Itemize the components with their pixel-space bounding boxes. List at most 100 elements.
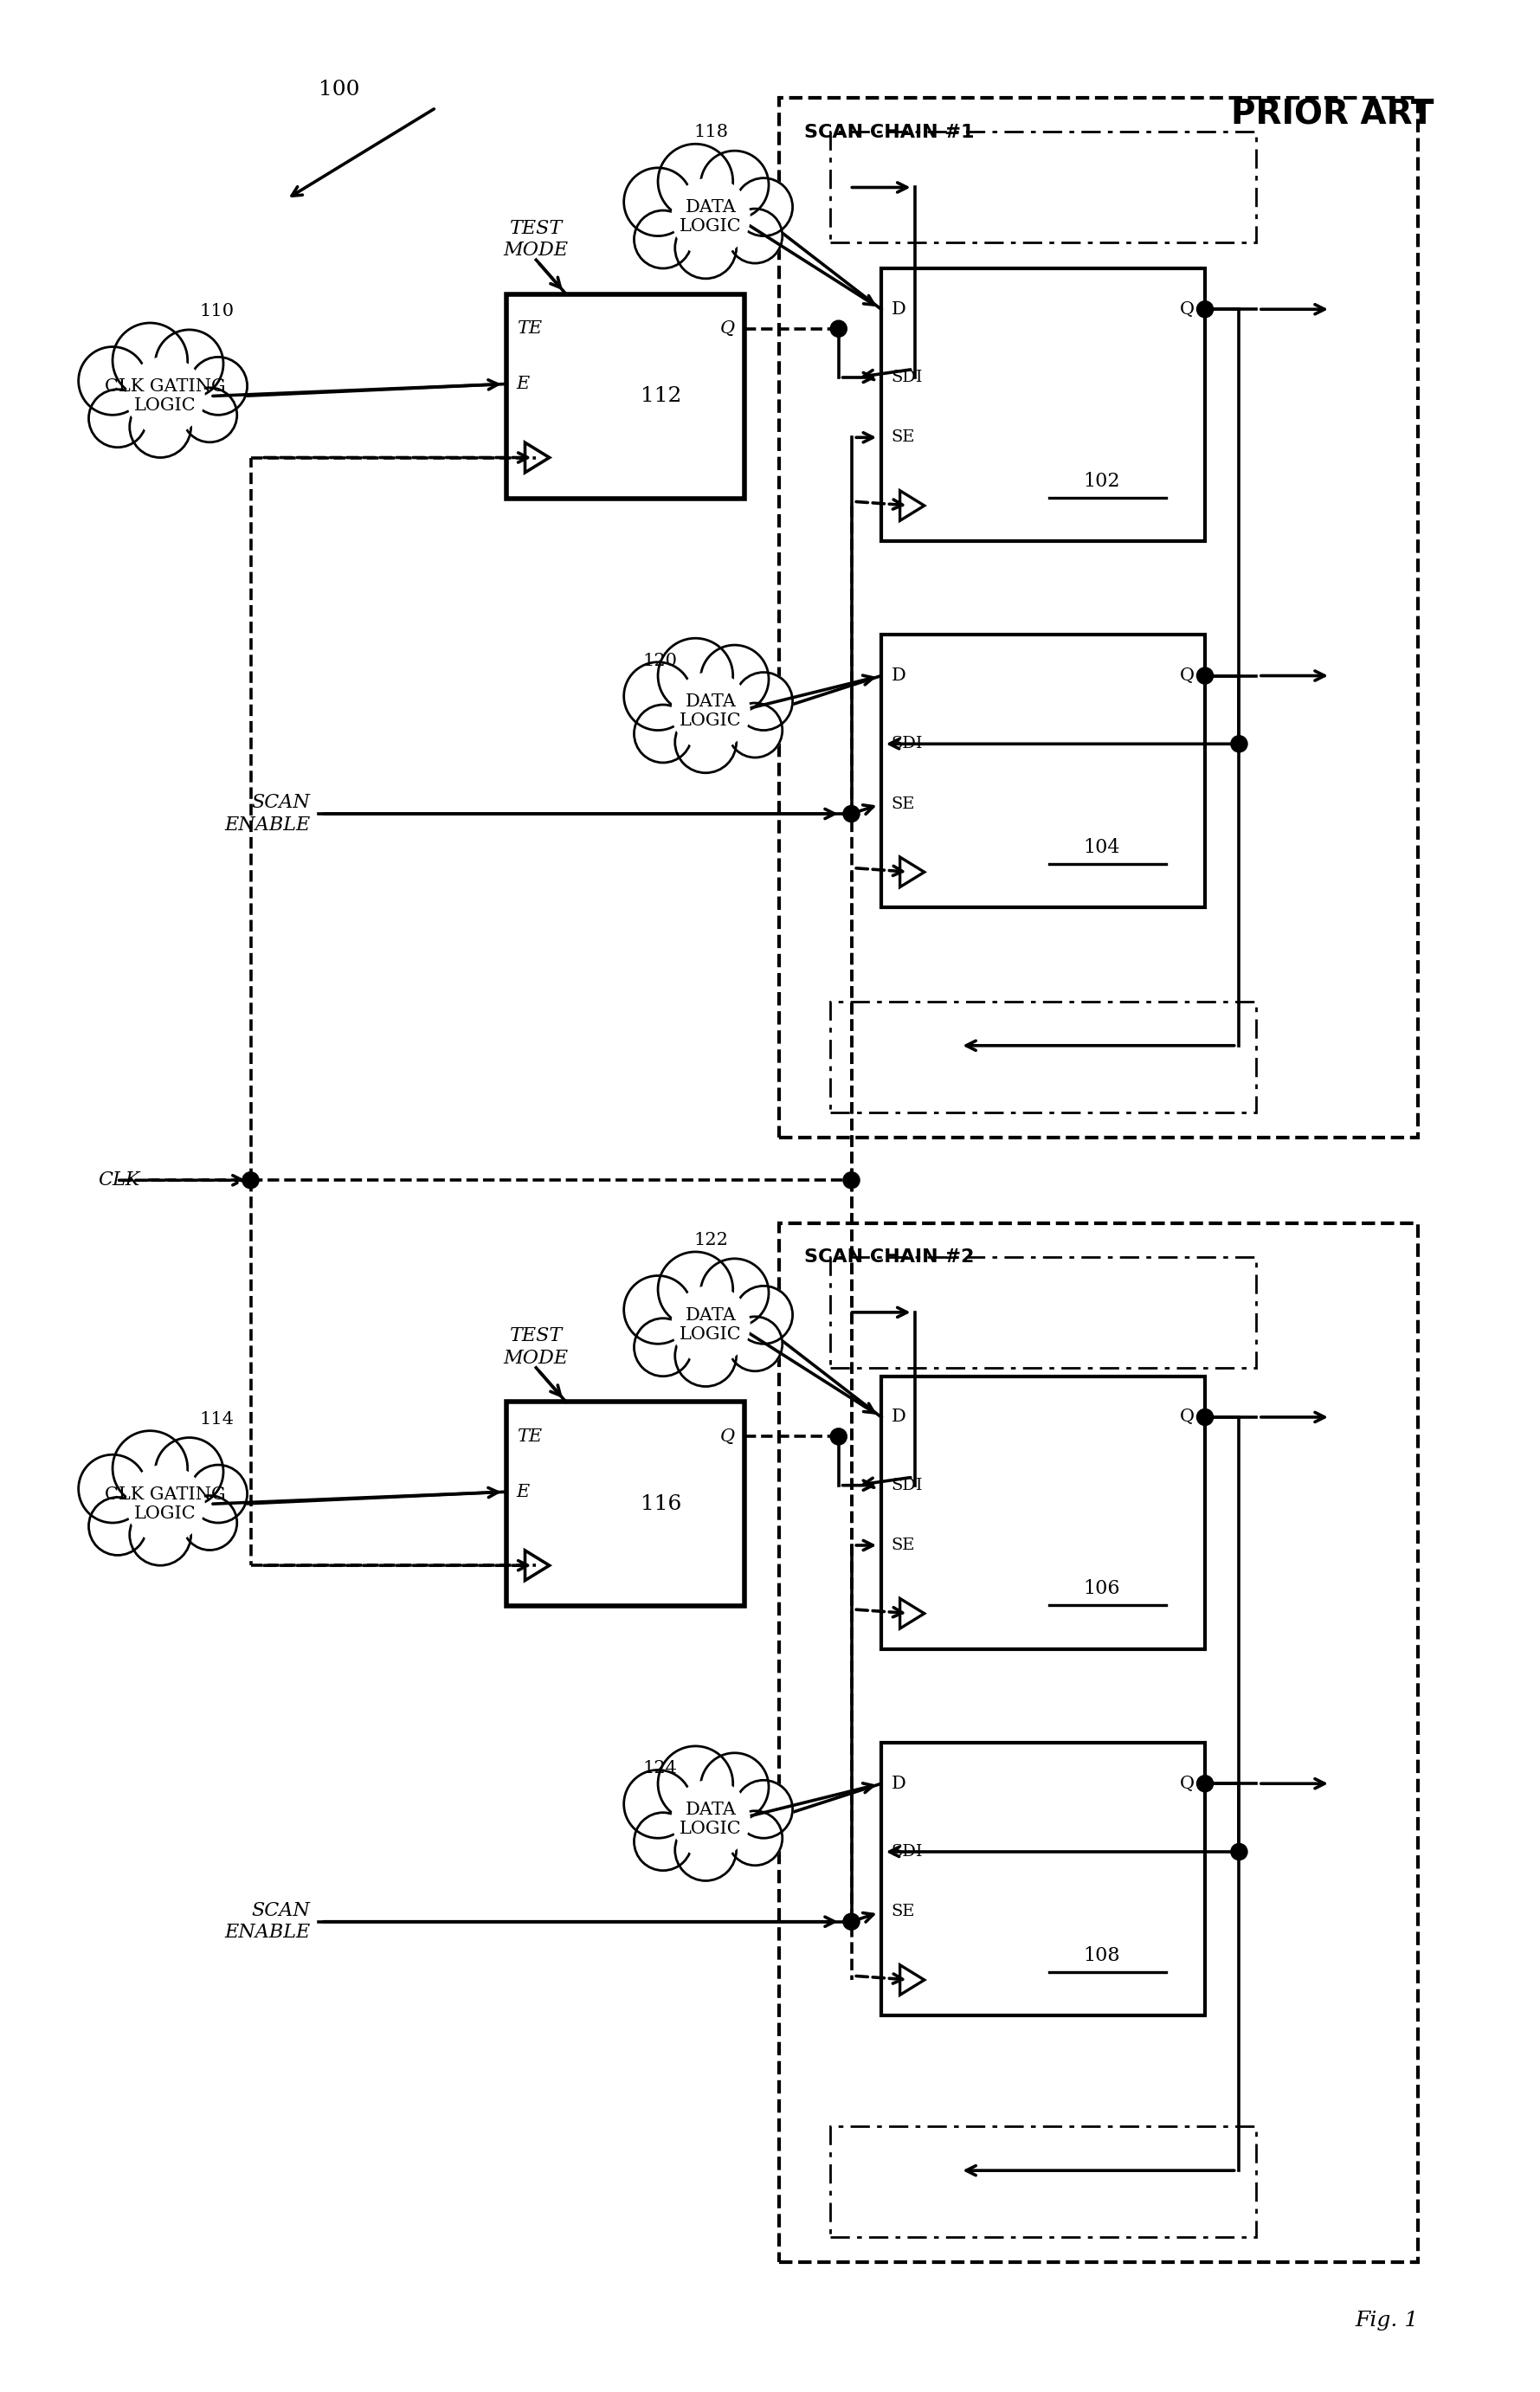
Text: 120: 120 xyxy=(642,653,678,670)
Text: Q: Q xyxy=(1180,667,1195,684)
Circle shape xyxy=(673,1782,748,1859)
Circle shape xyxy=(844,806,859,820)
Circle shape xyxy=(624,663,691,730)
Text: SE: SE xyxy=(892,431,915,445)
Circle shape xyxy=(112,323,188,397)
Text: SE: SE xyxy=(892,1538,915,1552)
Circle shape xyxy=(1232,1844,1247,1859)
Circle shape xyxy=(243,1172,259,1189)
Circle shape xyxy=(624,1770,691,1837)
Circle shape xyxy=(735,1287,793,1344)
Circle shape xyxy=(673,179,748,256)
Circle shape xyxy=(675,1325,736,1387)
Circle shape xyxy=(624,1275,691,1344)
FancyBboxPatch shape xyxy=(881,1375,1204,1648)
Text: D: D xyxy=(892,1409,906,1426)
Circle shape xyxy=(844,1172,859,1189)
Circle shape xyxy=(658,1746,733,1820)
Text: 116: 116 xyxy=(641,1495,682,1514)
Circle shape xyxy=(189,1464,248,1524)
Circle shape xyxy=(129,397,191,457)
Circle shape xyxy=(673,1287,748,1363)
Circle shape xyxy=(189,356,248,414)
Text: SDI: SDI xyxy=(892,371,922,385)
Text: SCAN CHAIN #2: SCAN CHAIN #2 xyxy=(804,1249,975,1265)
Text: TEST
MODE: TEST MODE xyxy=(504,1328,568,1368)
Text: 102: 102 xyxy=(1083,471,1120,490)
Circle shape xyxy=(728,1316,782,1371)
Circle shape xyxy=(112,1430,188,1507)
Text: CLK: CLK xyxy=(99,1170,140,1189)
Text: SE: SE xyxy=(892,1904,915,1918)
Circle shape xyxy=(675,1820,736,1880)
FancyBboxPatch shape xyxy=(881,634,1204,907)
Text: 112: 112 xyxy=(641,385,682,407)
Text: E: E xyxy=(516,376,530,392)
Circle shape xyxy=(701,151,768,220)
Circle shape xyxy=(634,1813,691,1871)
Text: 100: 100 xyxy=(319,79,360,100)
Circle shape xyxy=(658,144,733,220)
Circle shape xyxy=(658,1251,733,1328)
Circle shape xyxy=(728,1811,782,1866)
Text: E: E xyxy=(516,1483,530,1500)
Circle shape xyxy=(156,330,223,397)
Circle shape xyxy=(658,639,733,713)
FancyBboxPatch shape xyxy=(881,1744,1204,2016)
Text: DATA
LOGIC: DATA LOGIC xyxy=(679,694,742,730)
Circle shape xyxy=(79,347,146,414)
Circle shape xyxy=(673,672,748,749)
Circle shape xyxy=(634,210,691,268)
Circle shape xyxy=(1197,301,1212,318)
Text: SCAN
ENABLE: SCAN ENABLE xyxy=(225,794,310,835)
Text: Fig. 1: Fig. 1 xyxy=(1355,2311,1418,2330)
Text: 114: 114 xyxy=(200,1411,234,1428)
Circle shape xyxy=(1232,737,1247,751)
Text: SDI: SDI xyxy=(892,1478,922,1493)
Text: 108: 108 xyxy=(1083,1945,1120,1964)
Text: SCAN
ENABLE: SCAN ENABLE xyxy=(225,1902,310,1942)
Circle shape xyxy=(1197,667,1212,684)
Circle shape xyxy=(89,390,146,447)
Text: D: D xyxy=(892,1775,906,1792)
Text: TE: TE xyxy=(516,321,542,337)
Text: SCAN CHAIN #1: SCAN CHAIN #1 xyxy=(804,124,975,141)
Text: SDI: SDI xyxy=(892,1844,922,1859)
Text: DATA
LOGIC: DATA LOGIC xyxy=(679,1308,742,1342)
Circle shape xyxy=(675,710,736,773)
Text: 122: 122 xyxy=(693,1232,728,1249)
Text: 118: 118 xyxy=(693,124,728,141)
Text: CLK GATING
LOGIC: CLK GATING LOGIC xyxy=(105,1485,226,1521)
Circle shape xyxy=(182,1495,237,1550)
Circle shape xyxy=(728,208,782,263)
Circle shape xyxy=(728,703,782,758)
Circle shape xyxy=(1197,1775,1212,1792)
Text: 110: 110 xyxy=(200,304,234,321)
Text: DATA
LOGIC: DATA LOGIC xyxy=(679,199,742,234)
Text: PRIOR ART: PRIOR ART xyxy=(1232,98,1434,132)
Circle shape xyxy=(735,672,793,730)
Circle shape xyxy=(832,1428,847,1445)
Circle shape xyxy=(832,321,847,337)
Circle shape xyxy=(129,1505,191,1564)
Text: Q: Q xyxy=(1180,301,1195,318)
Circle shape xyxy=(624,167,691,237)
Text: Q: Q xyxy=(719,321,735,337)
Text: Q: Q xyxy=(1180,1775,1195,1792)
Text: 104: 104 xyxy=(1083,837,1120,856)
Text: CLK GATING
LOGIC: CLK GATING LOGIC xyxy=(105,378,226,414)
Text: 124: 124 xyxy=(642,1761,678,1777)
Circle shape xyxy=(844,1914,859,1930)
Circle shape xyxy=(156,1438,223,1507)
Text: DATA
LOGIC: DATA LOGIC xyxy=(679,1801,742,1837)
Text: TE: TE xyxy=(516,1428,542,1445)
Circle shape xyxy=(128,1466,203,1543)
Text: Q: Q xyxy=(1180,1409,1195,1426)
Text: D: D xyxy=(892,667,906,684)
Text: 106: 106 xyxy=(1083,1579,1120,1598)
Text: SE: SE xyxy=(892,797,915,811)
Text: D: D xyxy=(892,301,906,318)
FancyBboxPatch shape xyxy=(507,1402,745,1607)
Circle shape xyxy=(634,706,691,763)
FancyBboxPatch shape xyxy=(881,268,1204,541)
